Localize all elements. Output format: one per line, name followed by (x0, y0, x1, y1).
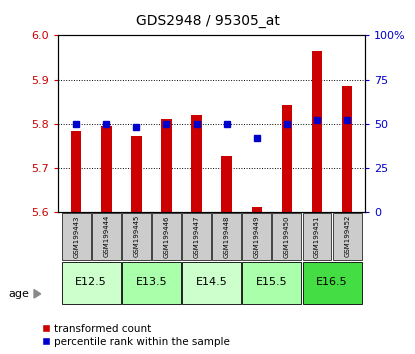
Polygon shape (34, 290, 41, 298)
FancyBboxPatch shape (242, 213, 271, 260)
Bar (312, 51, 322, 212)
Text: GSM199446: GSM199446 (164, 215, 169, 258)
Text: GSM199448: GSM199448 (224, 215, 230, 258)
Bar (342, 86, 352, 212)
FancyBboxPatch shape (182, 262, 241, 304)
FancyBboxPatch shape (122, 262, 181, 304)
FancyBboxPatch shape (212, 213, 241, 260)
Text: E15.5: E15.5 (256, 277, 288, 287)
Text: GSM199447: GSM199447 (193, 215, 200, 258)
Text: GSM199443: GSM199443 (73, 215, 79, 258)
Bar (251, 207, 262, 212)
Legend: transformed count, percentile rank within the sample: transformed count, percentile rank withi… (43, 324, 230, 347)
FancyBboxPatch shape (273, 213, 301, 260)
Text: GSM199452: GSM199452 (344, 215, 350, 257)
Text: E14.5: E14.5 (196, 277, 227, 287)
Text: GSM199444: GSM199444 (103, 215, 109, 257)
Text: E13.5: E13.5 (136, 277, 167, 287)
Text: age: age (8, 289, 29, 299)
Bar (71, 131, 81, 212)
FancyBboxPatch shape (122, 213, 151, 260)
Bar (101, 126, 112, 212)
Bar (222, 156, 232, 212)
FancyBboxPatch shape (62, 262, 121, 304)
Text: GSM199451: GSM199451 (314, 215, 320, 258)
FancyBboxPatch shape (303, 213, 332, 260)
Bar (282, 105, 292, 212)
Bar (131, 136, 142, 212)
FancyBboxPatch shape (152, 213, 181, 260)
FancyBboxPatch shape (333, 213, 361, 260)
Text: E16.5: E16.5 (316, 277, 348, 287)
Text: GSM199445: GSM199445 (133, 215, 139, 257)
FancyBboxPatch shape (182, 213, 211, 260)
Bar (161, 120, 172, 212)
FancyBboxPatch shape (92, 213, 121, 260)
Text: GDS2948 / 95305_at: GDS2948 / 95305_at (136, 14, 279, 28)
FancyBboxPatch shape (62, 213, 90, 260)
Text: E12.5: E12.5 (76, 277, 107, 287)
FancyBboxPatch shape (303, 262, 361, 304)
Text: GSM199450: GSM199450 (284, 215, 290, 258)
Bar (191, 115, 202, 212)
Text: GSM199449: GSM199449 (254, 215, 260, 258)
FancyBboxPatch shape (242, 262, 301, 304)
